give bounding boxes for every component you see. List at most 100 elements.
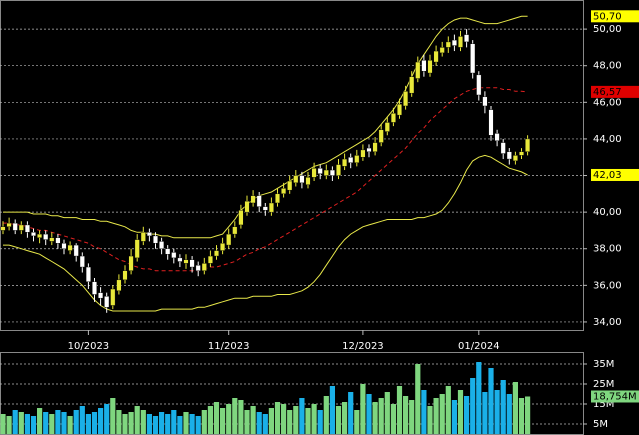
candle-body [458, 36, 464, 48]
candle-body [256, 195, 262, 207]
candle-body [37, 233, 43, 238]
candle-body [342, 158, 348, 167]
price-label-box [591, 168, 639, 181]
candle-body [519, 151, 525, 156]
volume-bar [183, 412, 189, 434]
volume-bar [165, 414, 171, 434]
volume-bar [98, 408, 104, 434]
volume-bar [433, 398, 439, 434]
y-tick-label: 35M [593, 359, 614, 370]
candle-body [293, 175, 299, 184]
candle-body [220, 243, 226, 251]
candle-body [43, 233, 49, 240]
candle-body [421, 60, 427, 72]
volume-bar [439, 394, 445, 434]
volume-bar [140, 410, 146, 434]
volume-bar [256, 412, 262, 434]
price-label: 46,57 [593, 87, 622, 98]
price-label-box [591, 85, 639, 98]
candle-body [171, 252, 177, 259]
volume-bar [104, 404, 110, 434]
candle-body [275, 193, 281, 204]
volume-bar [128, 412, 134, 434]
candle-body [268, 202, 274, 213]
candle-body [287, 180, 293, 191]
band-line [3, 154, 528, 312]
y-tick-label: 36,00 [593, 280, 622, 291]
candle-body [384, 122, 390, 132]
candle-body [299, 175, 305, 184]
candle-body [195, 265, 201, 271]
volume-bar [238, 400, 244, 434]
candle-body [500, 142, 506, 154]
candle-body [476, 74, 482, 96]
candle-body [512, 155, 518, 162]
candle-body [24, 224, 30, 233]
volume-bar [134, 406, 140, 434]
candle-body [207, 255, 213, 264]
volume-bar [12, 410, 18, 434]
price-label-box [591, 10, 639, 23]
candle-body [201, 263, 207, 271]
candle-body [354, 155, 360, 163]
candle-body [55, 237, 61, 244]
volume-bar [409, 400, 415, 434]
candle-body [85, 266, 91, 282]
volume-bar [476, 362, 482, 434]
candle-body [165, 248, 171, 255]
volume-bar [421, 390, 427, 434]
volume-bar [207, 406, 213, 434]
candle-body [482, 96, 488, 107]
candle-body [140, 232, 146, 242]
volume-bar [384, 392, 390, 434]
candle-body [281, 188, 287, 195]
y-tick-label: 34,00 [593, 317, 622, 328]
volume-bar [226, 404, 232, 434]
candle-body [244, 200, 250, 213]
volume-bar [79, 406, 85, 434]
price-label: 42,03 [593, 170, 622, 181]
candle-body [329, 169, 335, 176]
volume-bar [18, 412, 24, 434]
volume-bar [360, 384, 366, 434]
candle-body [0, 226, 6, 231]
volume-bar [55, 410, 61, 434]
candle-body [91, 281, 97, 295]
volume-bar [262, 414, 268, 434]
volume-bar [293, 406, 299, 434]
volume-bar [335, 406, 342, 434]
candle-body [183, 259, 189, 264]
candle-body [128, 255, 134, 271]
volume-bar [512, 382, 518, 434]
candle-body [73, 244, 79, 257]
volume-bar [274, 402, 281, 434]
volume-bar [73, 410, 79, 434]
candle-body [317, 168, 323, 174]
volume-bar [518, 398, 525, 434]
candle-body [250, 195, 256, 204]
candle-body [189, 259, 195, 268]
candle-body [403, 91, 409, 107]
candle-body [451, 39, 457, 46]
candle-body [506, 151, 512, 160]
y-tick-label: 44,00 [593, 134, 622, 145]
candle-body [262, 206, 268, 211]
volume-bar [61, 412, 67, 434]
candle-body [232, 226, 238, 235]
volume-bar [85, 414, 91, 434]
y-tick-label: 46,00 [593, 97, 622, 108]
volume-bar [116, 410, 122, 434]
volume-bar [396, 386, 403, 434]
candle-body [79, 255, 85, 268]
volume-bar [189, 414, 195, 434]
price-label: 18,754M [593, 391, 637, 402]
volume-bar [445, 386, 451, 434]
candle-body [378, 129, 384, 143]
volume-bar [6, 416, 12, 434]
candle-body [67, 244, 73, 251]
candle-body [122, 270, 128, 281]
candle-body [213, 250, 219, 257]
volume-bar [30, 416, 37, 434]
candle-body [427, 60, 433, 74]
candle-body [415, 61, 421, 79]
